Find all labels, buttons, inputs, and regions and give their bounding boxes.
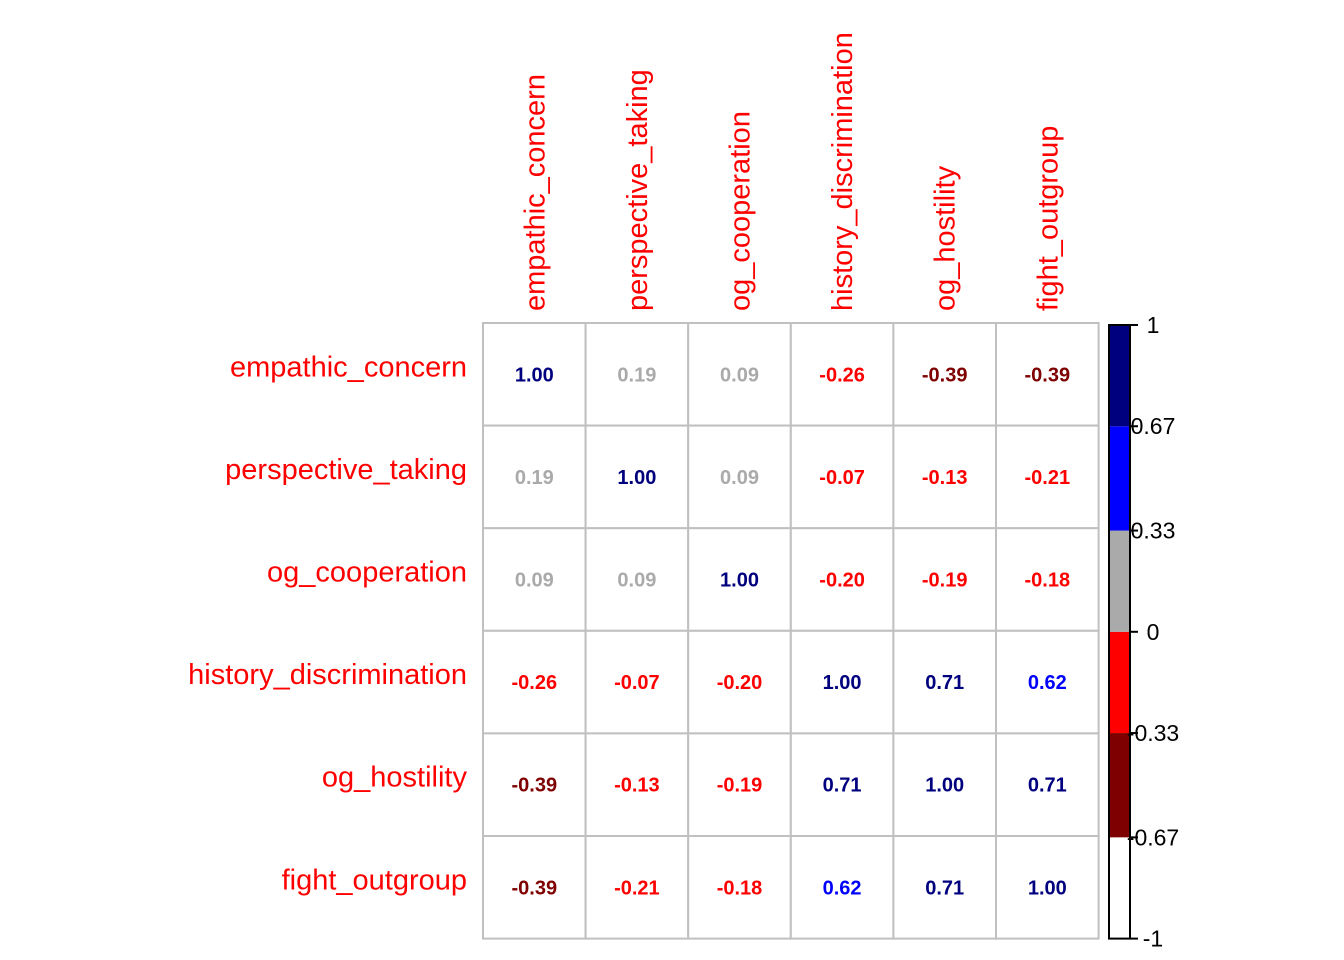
cell-value-label: 1.00 xyxy=(823,672,862,694)
cell-value-label: 0.09 xyxy=(515,570,554,592)
legend-color-bin xyxy=(1109,530,1130,632)
cell-value-label: 0.09 xyxy=(720,364,759,386)
row-label: og_hostility xyxy=(322,762,468,794)
cell-value-label: -0.13 xyxy=(922,467,968,489)
legend-tick-label: 1 xyxy=(1147,312,1160,338)
cell-value-label: -0.18 xyxy=(717,877,763,899)
cell-value-label: -0.26 xyxy=(819,364,865,386)
legend-color-bin xyxy=(1109,426,1130,531)
legend-color-bin xyxy=(1109,733,1130,838)
matrix-cell xyxy=(789,424,895,530)
cell-value-label: 1.00 xyxy=(515,364,554,386)
matrix-cell xyxy=(789,835,895,940)
cell-value-label: 1.00 xyxy=(1028,877,1067,899)
cell-value-label: 1.00 xyxy=(720,570,759,592)
cell-value-label: 0.71 xyxy=(823,775,862,797)
matrix-cell xyxy=(995,527,1100,632)
matrix-cell xyxy=(482,629,587,735)
row-label: empathic_concern xyxy=(230,351,467,383)
row-label: history_discrimination xyxy=(188,659,467,691)
legend-color-bin xyxy=(1109,631,1130,734)
column-label: empathic_concern xyxy=(519,74,551,311)
cell-value-label: 0.62 xyxy=(823,877,862,899)
legend-tick-label: 0 xyxy=(1147,619,1160,645)
cell-value-label: -0.20 xyxy=(819,570,865,592)
cell-value-label: 0.09 xyxy=(617,570,656,592)
matrix-cell xyxy=(584,322,690,427)
cell-value-label: 0.09 xyxy=(720,467,759,489)
legend-color-bin xyxy=(1109,837,1130,939)
matrix-cell xyxy=(995,835,1100,940)
matrix-cell xyxy=(995,629,1100,735)
matrix-cell xyxy=(687,732,792,838)
matrix-cell xyxy=(482,732,587,838)
column-label: history_discrimination xyxy=(827,32,859,311)
cell-value-label: -0.18 xyxy=(1025,570,1071,592)
legend-tick-label: -1 xyxy=(1143,926,1163,952)
column-label: og_hostility xyxy=(930,165,962,311)
cell-value-label: 0.19 xyxy=(617,364,656,386)
matrix-cell xyxy=(995,322,1100,427)
matrix-cell xyxy=(892,732,998,838)
matrix-cell xyxy=(687,629,792,735)
matrix-cell xyxy=(789,732,895,838)
matrix-cell xyxy=(892,527,998,632)
cell-value-label: -0.39 xyxy=(512,775,558,797)
cell-value-label: -0.19 xyxy=(922,570,968,592)
cell-value-label: -0.21 xyxy=(614,877,660,899)
column-label: perspective_taking xyxy=(622,69,654,311)
cell-value-label: -0.39 xyxy=(1025,364,1071,386)
matrix-cell xyxy=(482,322,587,427)
matrix-cell xyxy=(789,527,895,632)
column-label: fight_outgroup xyxy=(1032,126,1064,311)
cell-value-label: 0.19 xyxy=(515,467,554,489)
cell-value-label: -0.07 xyxy=(614,672,660,694)
cell-value-label: 1.00 xyxy=(925,775,964,797)
column-label: og_cooperation xyxy=(725,111,757,311)
cell-value-label: -0.39 xyxy=(512,877,558,899)
matrix-cell xyxy=(892,629,998,735)
cell-value-label: -0.21 xyxy=(1025,467,1071,489)
legend-tick-label: -0.67 xyxy=(1127,824,1179,850)
cell-value-label: -0.39 xyxy=(922,364,968,386)
cell-value-label: -0.20 xyxy=(717,672,763,694)
matrix-cell xyxy=(584,629,690,735)
cell-value-label: -0.13 xyxy=(614,775,660,797)
cell-value-label: 0.71 xyxy=(925,672,964,694)
cell-value-label: 0.62 xyxy=(1028,672,1067,694)
legend-tick-label: -0.33 xyxy=(1127,720,1179,746)
legend-tick-label: 0.67 xyxy=(1131,413,1176,439)
matrix-cell xyxy=(995,424,1100,530)
legend-color-bin xyxy=(1109,325,1130,427)
row-label: og_cooperation xyxy=(267,557,467,589)
matrix-cell xyxy=(995,732,1100,838)
cell-value-label: -0.07 xyxy=(819,467,865,489)
matrix-cell xyxy=(789,629,895,735)
cell-value-label: -0.26 xyxy=(512,672,558,694)
cell-value-label: 0.71 xyxy=(1028,775,1067,797)
matrix-cell xyxy=(892,835,998,940)
cell-value-label: 0.71 xyxy=(925,877,964,899)
matrix-cell xyxy=(584,424,690,530)
matrix-cell xyxy=(584,527,690,632)
row-label: fight_outgroup xyxy=(282,864,467,896)
row-label: perspective_taking xyxy=(225,454,467,486)
cell-value-label: 1.00 xyxy=(617,467,656,489)
cell-value-label: -0.19 xyxy=(717,775,763,797)
matrix-cell xyxy=(687,322,792,427)
matrix-cell xyxy=(482,835,587,940)
legend-tick-label: 0.33 xyxy=(1131,518,1176,544)
